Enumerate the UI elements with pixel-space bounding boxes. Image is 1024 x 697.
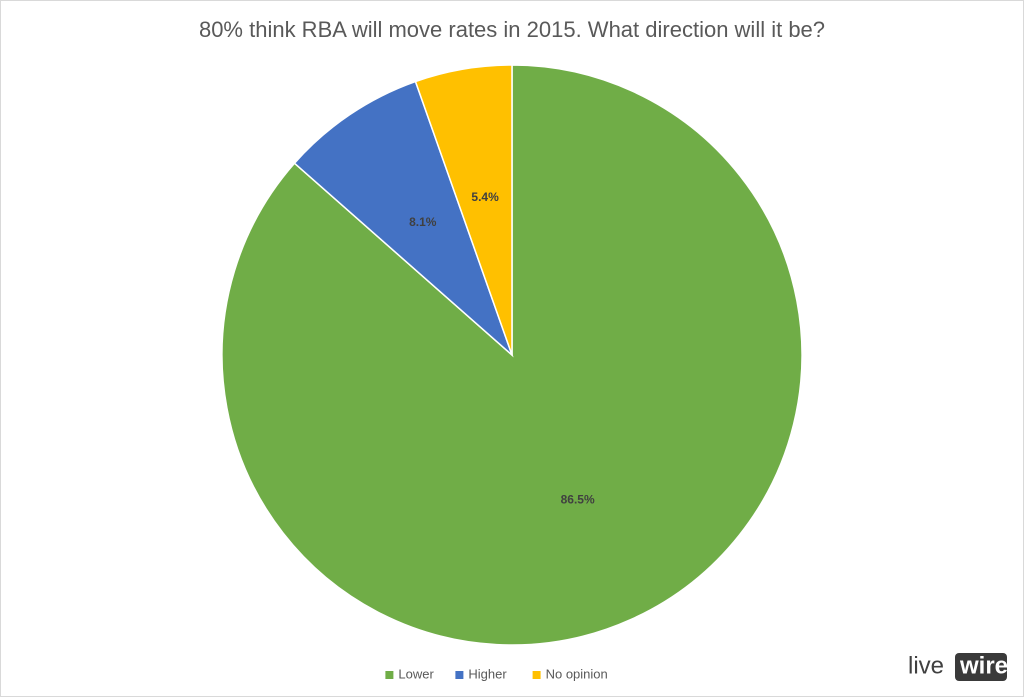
logo-text: wire [959,652,1008,679]
legend-label: Higher [468,666,507,681]
logo-text: live [908,652,944,679]
logo: live wire [908,652,1008,681]
chart-title: 80% think RBA will move rates in 2015. W… [199,17,825,42]
data-label: 8.1% [409,215,437,229]
legend-swatch [455,671,464,679]
legend-swatch [385,671,394,679]
legend-swatch [532,671,541,679]
data-label: 86.5% [561,493,595,507]
logo-box [955,653,1007,681]
legend-label: No opinion [546,666,608,681]
data-label: 5.4% [471,190,499,204]
pie-slice [293,80,514,358]
legend-label: Lower [398,666,434,681]
pie-slice [414,64,513,356]
